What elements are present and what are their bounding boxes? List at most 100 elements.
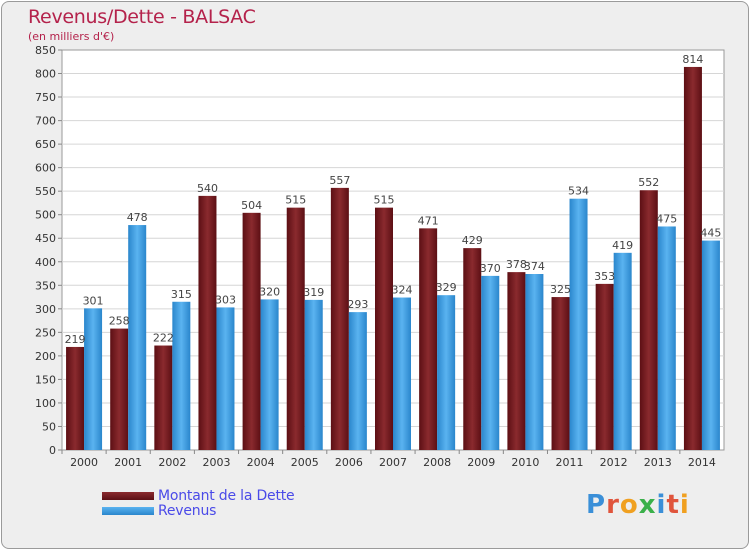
value-label-dette: 471 [418, 214, 439, 227]
value-label-revenus: 445 [700, 227, 721, 240]
bar-dette [110, 328, 129, 450]
bar-dette [375, 207, 393, 450]
y-tick-label: 600 [35, 162, 56, 175]
y-tick-label: 550 [35, 185, 56, 198]
bar-dette [595, 283, 614, 450]
legend-swatch-revenus [102, 506, 154, 515]
y-tick-label: 400 [35, 256, 56, 269]
y-tick-label: 0 [49, 444, 56, 457]
value-labels: 219 301 258 478 222 315 540 303 504 320 515 319 557 2… [65, 53, 722, 346]
x-tick-label: 2002 [158, 456, 186, 469]
value-label-dette: 814 [682, 53, 703, 66]
x-tick-label: 2005 [291, 456, 319, 469]
bar-revenus [128, 225, 147, 450]
x-tick-label: 2000 [70, 456, 98, 469]
bar-revenus [393, 297, 411, 450]
bar-dette [683, 66, 702, 451]
x-tick-label: 2010 [511, 456, 539, 469]
y-tick-label: 250 [35, 326, 56, 339]
x-tick-label: 2011 [556, 456, 584, 469]
y-tick-label: 500 [35, 209, 56, 222]
y-tick-label: 750 [35, 91, 56, 104]
legend: Montant de la Dette Revenus [102, 487, 295, 519]
x-tick-label: 2006 [335, 456, 363, 469]
bar-dette [242, 212, 261, 450]
value-label-revenus: 478 [127, 211, 148, 224]
x-tick-label: 2004 [247, 456, 275, 469]
value-label-revenus: 370 [480, 262, 501, 275]
bar-dette [198, 195, 217, 450]
y-tick-label: 450 [35, 232, 56, 245]
value-label-dette: 540 [197, 182, 218, 195]
legend-label-revenus: Revenus [158, 502, 217, 519]
bar-dette [330, 187, 349, 450]
value-label-dette: 515 [285, 194, 306, 207]
bar-revenus [216, 307, 235, 450]
legend-swatch-dette [102, 491, 154, 500]
value-label-revenus: 475 [656, 212, 677, 225]
legend-item-revenus: Revenus [102, 502, 294, 519]
value-label-dette: 378 [506, 258, 527, 271]
y-tick-label: 300 [35, 303, 56, 316]
value-label-dette: 222 [153, 332, 174, 345]
x-tick-label: 2012 [600, 456, 628, 469]
y-tick-label: 850 [35, 44, 56, 57]
value-label-dette: 557 [329, 174, 350, 187]
bar-revenus [701, 240, 720, 450]
y-tick-label: 150 [35, 373, 56, 386]
chart-subtitle: (en milliers d'€) [28, 30, 115, 43]
value-label-revenus: 419 [612, 239, 633, 252]
value-label-revenus: 303 [215, 293, 236, 306]
value-label-revenus: 324 [392, 284, 413, 297]
bars [66, 66, 720, 451]
y-tick-label: 100 [35, 397, 56, 410]
value-label-revenus: 315 [171, 288, 192, 301]
value-label-dette: 515 [374, 194, 395, 207]
y-tick-label: 50 [42, 420, 56, 433]
bar-dette [463, 248, 482, 450]
value-label-dette: 552 [638, 176, 659, 189]
bar-dette [419, 228, 438, 450]
y-tick-label: 650 [35, 138, 56, 151]
bar-revenus [525, 274, 544, 450]
chart-title: Revenus/Dette - BALSAC [28, 6, 256, 28]
x-tick-label: 2003 [202, 456, 230, 469]
bar-dette [551, 297, 570, 450]
value-label-dette: 258 [109, 315, 130, 328]
x-tick-label: 2009 [467, 456, 495, 469]
bar-revenus [304, 299, 323, 450]
bar-revenus [84, 308, 103, 450]
value-label-revenus: 293 [347, 298, 368, 311]
bar-dette [66, 346, 85, 450]
bar-dette [154, 345, 173, 450]
value-label-dette: 353 [594, 270, 615, 283]
bar-revenus [657, 226, 676, 450]
value-label-revenus: 319 [303, 286, 324, 299]
y-tick-label: 350 [35, 279, 56, 292]
legend-item-dette: Montant de la Dette [102, 487, 295, 504]
value-label-dette: 504 [241, 199, 262, 212]
x-tick-label: 2014 [688, 456, 716, 469]
bar-revenus [348, 312, 367, 450]
y-axis-ticks: 0 50 100 150 200 250 300 350 400 450 500 550 600 650 7… [35, 44, 62, 457]
bar-revenus [172, 301, 191, 450]
bar-dette [507, 272, 526, 450]
x-tick-label: 2007 [379, 456, 407, 469]
value-label-dette: 325 [550, 283, 571, 296]
x-tick-label: 2013 [644, 456, 672, 469]
bar-revenus [569, 198, 588, 450]
bar-revenus [613, 252, 632, 450]
y-tick-label: 700 [35, 115, 56, 128]
value-label-dette: 429 [462, 234, 483, 247]
value-label-revenus: 320 [259, 285, 280, 298]
bar-dette [639, 190, 658, 450]
y-tick-label: 800 [35, 68, 56, 81]
value-label-revenus: 301 [83, 294, 104, 307]
value-label-revenus: 329 [436, 281, 457, 294]
legend-label-dette: Montant de la Dette [158, 487, 295, 504]
x-tick-label: 2001 [114, 456, 142, 469]
x-axis-ticks: 2000 2001 2002 2003 2004 2005 2006 2007 2008 2009… [61, 450, 716, 469]
value-label-revenus: 374 [524, 260, 545, 273]
